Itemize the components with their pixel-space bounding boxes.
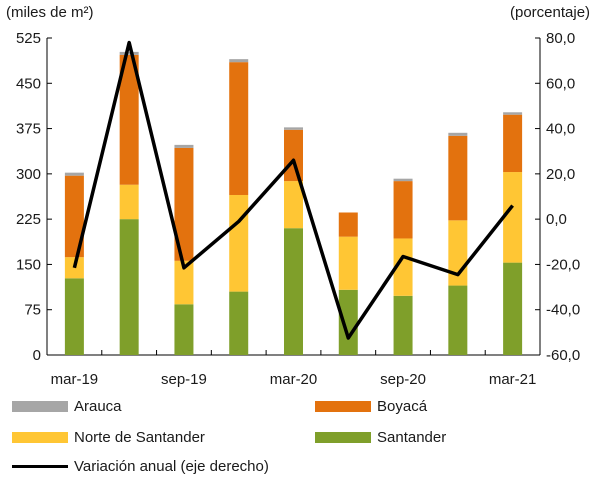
bar-boyaca [338, 212, 358, 237]
bar-norte-de-santander [284, 181, 303, 229]
x-tick-label: sep-19 [161, 371, 207, 388]
bar-arauca [174, 144, 194, 148]
bar-santander [284, 228, 303, 355]
x-tick-label: mar-21 [489, 371, 537, 388]
left-tick-label: 525 [16, 30, 41, 47]
bar-santander [174, 304, 194, 355]
left-tick-label: 375 [16, 121, 41, 138]
bar-boyaca [503, 114, 523, 173]
bar-santander [338, 289, 358, 355]
right-tick-label: -60,0 [546, 347, 580, 364]
right-tick-label: 0,0 [546, 211, 567, 228]
right-axis-unit: (porcentaje) [510, 4, 591, 21]
bar-santander [503, 262, 523, 355]
bar-santander [119, 219, 139, 355]
bar-arauca [119, 51, 139, 55]
bar-arauca [503, 112, 523, 115]
bar-arauca [64, 172, 84, 176]
bar-norte-de-santander [393, 238, 413, 296]
x-tick-label: mar-20 [270, 371, 318, 388]
bar-boyaca [393, 181, 413, 239]
left-tick-label: 225 [16, 211, 41, 228]
bar-norte-de-santander [338, 236, 358, 290]
bar-norte-de-santander [503, 172, 523, 263]
bar-boyaca [229, 62, 249, 195]
bar-arauca [448, 132, 468, 136]
right-tick-label: -20,0 [546, 256, 580, 273]
left-tick-label: 150 [16, 256, 41, 273]
left-tick-label: 75 [24, 302, 41, 319]
bar-boyaca [174, 147, 194, 261]
bar-arauca [284, 127, 303, 130]
left-tick-label: 0 [33, 347, 41, 364]
right-tick-label: 80,0 [546, 30, 575, 47]
bar-norte-de-santander [119, 184, 139, 220]
bar-boyaca [64, 175, 84, 258]
bar-boyaca [119, 54, 139, 185]
bar-norte-de-santander [229, 194, 249, 292]
right-tick-label: 20,0 [546, 166, 575, 183]
bar-santander [393, 295, 413, 355]
bar-norte-de-santander [174, 260, 194, 305]
x-tick-label: mar-19 [51, 371, 99, 388]
bar-santander [448, 285, 468, 355]
bar-boyaca [284, 129, 303, 182]
x-tick-label: sep-20 [380, 371, 426, 388]
bar-boyaca [448, 135, 468, 221]
right-tick-label: -40,0 [546, 302, 580, 319]
bar-arauca [393, 178, 413, 182]
bar-santander [64, 278, 84, 355]
bar-arauca [229, 59, 249, 63]
bar-santander [229, 291, 249, 355]
left-tick-label: 300 [16, 166, 41, 183]
left-axis-unit: (miles de m²) [6, 4, 94, 21]
right-tick-label: 60,0 [546, 75, 575, 92]
right-tick-label: 40,0 [546, 121, 575, 138]
left-tick-label: 450 [16, 75, 41, 92]
